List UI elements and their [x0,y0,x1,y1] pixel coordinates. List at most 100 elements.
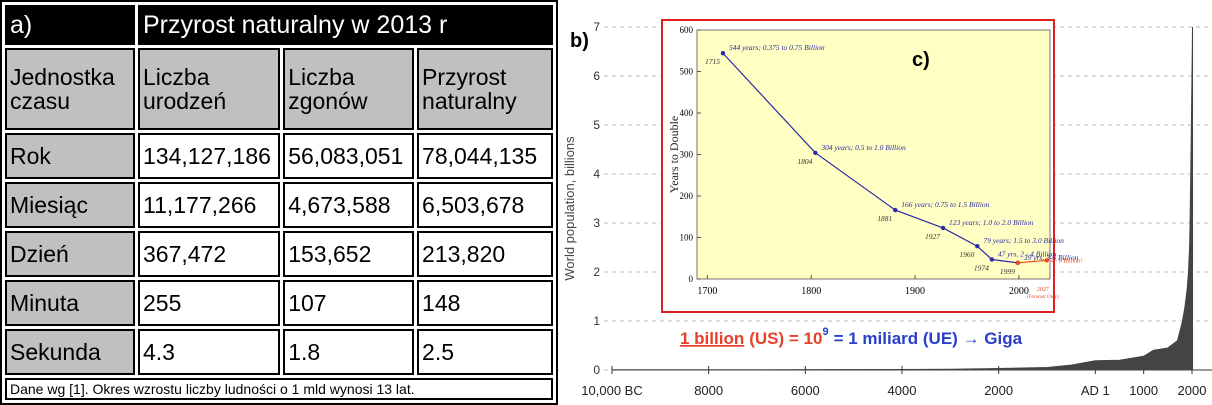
cell: 107 [283,280,415,326]
y-tick-label: 200 [680,191,694,201]
footer-row: Dane wg [1]. Okres wzrostu liczby ludnoś… [5,378,553,400]
table-panel: a) Przyrost naturalny w 2013 r Jednostka c… [0,0,558,405]
x-tick-label: 6000 [791,383,820,398]
y-tick-label: 100 [680,233,694,243]
y-tick-label: 400 [680,108,694,118]
cell: 78,044,135 [417,133,553,179]
table-title: Przyrost naturalny w 2013 r [138,5,553,45]
cell: 213,820 [417,231,553,277]
row-label: Miesiąc [5,182,135,228]
y-tick-label: 7 [593,20,600,34]
x-tick-label: 1000 [1129,383,1158,398]
header-row: Jednostka czasu Liczba urodzeń Liczba zgon… [5,48,553,130]
annotation: 1 billion (US) = 109 = 1 miliard (UE) → Gi… [680,326,1023,348]
x-tick-label: 4000 [888,383,917,398]
header-cell: Liczba zgonów [283,48,415,130]
y-tick-label: 300 [680,150,694,160]
x-tick-label: 8000 [694,383,723,398]
table: a) Przyrost naturalny w 2013 r Jednostka c… [2,2,556,403]
value-label: 123 years; 1.0 to 2.0 Billion [949,218,1034,227]
y-tick-label: 0 [689,274,694,284]
year-label: 1715 [705,57,720,66]
value-label: 79 years; 1.5 to 3.0 Billion [983,236,1064,245]
point [813,150,818,156]
point [720,51,726,56]
x-tick-label: 1900 [905,286,925,297]
cell: 255 [138,280,281,326]
value-label: 304 years; 0.5 to 1.0 Billion [820,143,906,152]
point [975,244,980,249]
header-cell: Przyrost naturalny [417,48,553,130]
cell: 6,503,678 [417,182,553,228]
y-tick-label: 2 [593,265,600,279]
table-row: Dzień 367,472 153,652 213,820 [5,231,553,277]
year-label: 1974 [974,263,989,272]
row-label: Minuta [5,280,135,326]
x-tick-label: 1800 [801,286,821,297]
year-label: 1881 [877,214,892,223]
cell: 367,472 [138,231,281,277]
point [940,225,946,231]
y-tick-label: 600 [680,25,694,35]
point [989,257,995,262]
panel-label: b) [570,30,589,52]
y-tick-label: 5 [593,118,600,132]
series-line [1017,259,1047,264]
y-tick-label: 500 [680,67,694,77]
x-tick-label: 1700 [697,286,717,297]
point [1015,260,1021,266]
x-tick-label: 2000 [984,383,1013,398]
y-tick-label: 6 [593,69,600,83]
y-axis-label: Years to Double [667,116,681,193]
y-tick-label: 4 [593,167,600,181]
y-tick-label: 1 [593,314,600,328]
row-label: Dzień [5,231,135,277]
table-row: Rok 134,127,186 56,083,051 78,044,135 [5,133,553,179]
cell: 2.5 [417,329,553,375]
year-label: 1804 [797,157,812,166]
cell: 148 [417,280,553,326]
year-label: 1999 [1000,267,1015,276]
value-label: 544 years; 0.375 to 0.75 Billion [729,43,825,52]
x-tick-label: AD 1 [1081,383,1110,398]
value-label: 166 years; 0.75 to 1.5 Billion [901,200,989,209]
annotation-part: 1 billion [680,329,744,348]
value-label: 39 yrs, 3-6 Billion [1023,253,1079,262]
cell: 4.3 [138,329,281,375]
panel-label: c) [912,49,930,71]
table-row: Miesiąc 11,177,266 4,673,588 6,503,678 [5,182,553,228]
cell: 56,083,051 [283,133,415,179]
point [893,207,898,213]
title-row: a) Przyrost naturalny w 2013 r [5,5,553,45]
forecast-label: 4 - 8 Billion? [1051,258,1083,264]
annotation-part: 9 [822,326,828,338]
cell: 134,127,186 [138,133,281,179]
footer: Dane wg [1]. Okres wzrostu liczby ludnoś… [5,378,553,400]
annotation-part: = 1 miliard (UE) → Giga [834,329,1023,348]
panel-label: a) [5,5,135,45]
table-row: Sekunda 4.3 1.8 2.5 [5,329,553,375]
header-cell: Jednostka czasu [5,48,135,130]
value-label: 47 yrs, 2 - 4 Billion [998,249,1057,258]
x-tick-label: 2000 [1009,286,1029,297]
cell: 11,177,266 [138,182,281,228]
point [1044,258,1050,263]
year-label: 1960 [959,250,974,259]
y-tick-label: 3 [593,216,600,230]
y-axis-label: World population, billions [562,136,577,281]
plot-area [696,29,1051,280]
row-label: Sekunda [5,329,135,375]
table-row: Minuta 255 107 148 [5,280,553,326]
annotation-part: (US) = 10 [749,329,822,348]
x-tick-label: 10,000 BC [581,383,642,398]
cell: 4,673,588 [283,182,415,228]
cell: 153,652 [283,231,415,277]
row-label: Rok [5,133,135,179]
header-cell: Liczba urodzeń [138,48,281,130]
forecast-note: (Forecast Only) [1027,295,1059,300]
population-area [611,26,1194,371]
year-label: 1927 [925,232,940,241]
y-tick-label: 0 [593,363,600,377]
